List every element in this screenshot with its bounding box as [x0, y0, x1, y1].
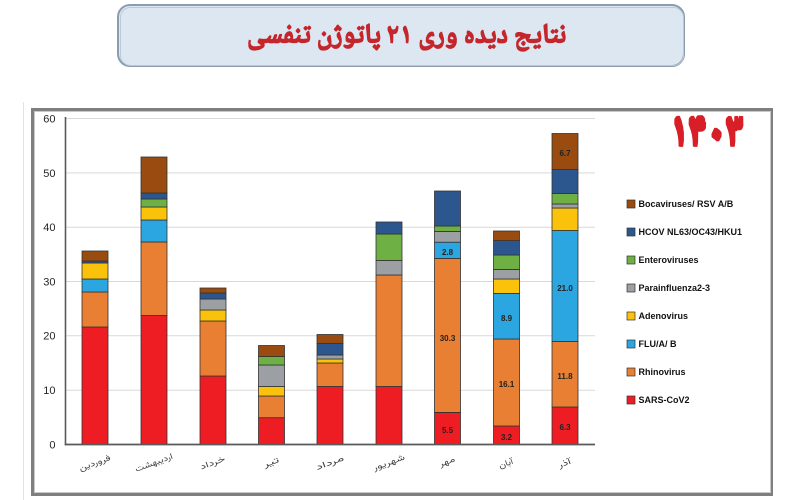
- svg-text:3.2: 3.2: [501, 433, 513, 442]
- svg-text:30: 30: [43, 276, 55, 288]
- svg-text:2.8: 2.8: [442, 248, 454, 257]
- svg-text:FLU/A/ B: FLU/A/ B: [639, 339, 677, 349]
- svg-text:6.3: 6.3: [559, 423, 571, 432]
- svg-text:20: 20: [43, 331, 55, 343]
- svg-text:10: 10: [43, 385, 55, 397]
- svg-text:8.9: 8.9: [501, 314, 513, 323]
- svg-text:50: 50: [43, 168, 55, 180]
- svg-text:Parainfluenza2-3: Parainfluenza2-3: [639, 283, 711, 293]
- svg-text:Rhinovirus: Rhinovirus: [639, 367, 686, 377]
- svg-text:0: 0: [49, 439, 55, 451]
- svg-text:30.3: 30.3: [440, 334, 456, 343]
- svg-text:Enteroviruses: Enteroviruses: [639, 255, 699, 265]
- svg-text:HCOV NL63/OC43/HKU1: HCOV NL63/OC43/HKU1: [639, 227, 743, 237]
- svg-text:11.8: 11.8: [557, 372, 573, 381]
- svg-text:6.7: 6.7: [559, 149, 571, 158]
- svg-text:Adenovirus: Adenovirus: [639, 311, 689, 321]
- svg-text:Bocaviruses/ RSV A/B: Bocaviruses/ RSV A/B: [639, 199, 734, 209]
- svg-text:5.5: 5.5: [442, 426, 454, 435]
- svg-text:SARS-CoV2: SARS-CoV2: [639, 395, 690, 405]
- svg-text:40: 40: [43, 222, 55, 234]
- svg-text:16.1: 16.1: [499, 380, 515, 389]
- svg-text:60: 60: [43, 113, 55, 125]
- svg-text:21.0: 21.0: [557, 284, 573, 293]
